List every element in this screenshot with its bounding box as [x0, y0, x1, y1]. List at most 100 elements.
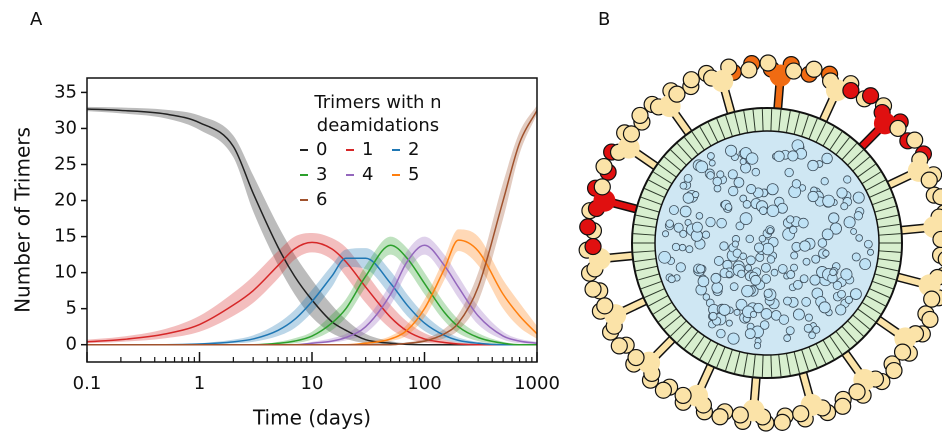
- illustration-shape: [761, 109, 764, 132]
- illustration-shape: [923, 290, 941, 308]
- illustration-shape: [786, 270, 796, 279]
- illustration-shape: [808, 346, 818, 368]
- illustration-shape: [822, 126, 835, 147]
- illustration-shape: [874, 273, 896, 281]
- illustration-shape: [584, 280, 602, 298]
- illustration-shape: [707, 152, 715, 160]
- panel-label: A: [30, 9, 43, 30]
- illustration-shape: [773, 150, 785, 162]
- illustration-shape: [691, 335, 705, 355]
- illustration-shape: [751, 167, 761, 177]
- illustration-shape: [671, 242, 681, 252]
- x-tick-label: 100: [407, 373, 441, 394]
- illustration-shape: [852, 156, 870, 172]
- illustration-shape: [867, 248, 874, 256]
- illustration-shape: [761, 274, 772, 284]
- illustration-shape: [683, 173, 693, 183]
- illustration-shape: [716, 346, 726, 368]
- illustration-shape: [852, 191, 865, 204]
- illustration-shape: [876, 265, 899, 272]
- illustration-shape: [679, 181, 688, 190]
- legend-title: Trimers with n: [313, 92, 441, 113]
- illustration-shape: [799, 240, 811, 252]
- legend-label: 6: [316, 189, 327, 210]
- illustration-shape: [733, 308, 741, 316]
- illustration-shape: [770, 109, 773, 132]
- illustration-shape: [740, 61, 758, 79]
- illustration-shape: [821, 152, 833, 165]
- illustration-shape: [593, 189, 616, 212]
- illustration-shape: [859, 258, 872, 271]
- illustration-shape: [807, 190, 819, 203]
- illustration-shape: [811, 254, 821, 264]
- illustration-shape: [778, 354, 782, 377]
- illustration-shape: [719, 241, 729, 251]
- illustration-shape: [841, 325, 858, 343]
- illustration-shape: [737, 269, 746, 279]
- illustration-shape: [843, 216, 856, 229]
- illustration-shape: [803, 323, 813, 333]
- illustration-shape: [711, 408, 729, 426]
- illustration-shape: [836, 187, 848, 199]
- illustration-shape: [785, 110, 791, 133]
- illustration-shape: [793, 112, 800, 135]
- illustration-shape: [766, 227, 774, 235]
- illustration-shape: [885, 361, 903, 380]
- illustration-shape: [921, 310, 939, 329]
- illustration-shape: [807, 159, 819, 172]
- illustration-shape: [593, 178, 611, 196]
- illustration-shape: [857, 308, 876, 323]
- illustration-shape: [760, 308, 773, 320]
- illustration-shape: [679, 229, 688, 238]
- illustration-shape: [815, 122, 827, 143]
- illustration-shape: [640, 280, 662, 290]
- illustration-shape: [744, 328, 756, 340]
- illustration-shape: [743, 110, 749, 133]
- y-tick-label: 20: [54, 190, 77, 211]
- illustration-shape: [610, 337, 628, 355]
- illustration-shape: [777, 264, 788, 274]
- illustration-shape: [670, 320, 687, 337]
- y-tick-label: 10: [54, 262, 77, 283]
- illustration-shape: [809, 274, 821, 286]
- illustration-shape: [752, 354, 756, 377]
- illustration-shape: [728, 185, 739, 197]
- illustration-shape: [686, 384, 709, 407]
- illustration-shape: [635, 265, 658, 272]
- virus-illustration: [578, 54, 942, 432]
- illustration-shape: [727, 332, 740, 345]
- illustration-shape: [596, 297, 614, 315]
- illustration-shape: [741, 284, 754, 298]
- illustration-shape: [595, 157, 613, 176]
- illustration-shape: [710, 272, 722, 284]
- illustration-shape: [932, 230, 942, 249]
- y-tick-label: 5: [66, 298, 77, 319]
- illustration-shape: [778, 109, 782, 132]
- illustration-shape: [851, 252, 861, 262]
- illustration-shape: [739, 158, 747, 166]
- illustration-shape: [801, 297, 812, 307]
- illustration-shape: [850, 228, 858, 235]
- illustration-shape: [832, 280, 842, 291]
- illustration-shape: [665, 219, 674, 228]
- series-line: [86, 241, 537, 346]
- illustration-shape: [676, 325, 693, 343]
- illustration-shape: [793, 351, 800, 374]
- illustration-shape: [766, 204, 780, 217]
- illustration-shape: [869, 288, 890, 298]
- uncertainty-band: [87, 232, 537, 345]
- illustration-shape: [920, 171, 938, 189]
- illustration-shape: [798, 217, 809, 229]
- illustration-shape: [734, 351, 741, 374]
- illustration-shape: [893, 343, 912, 361]
- illustration-shape: [785, 326, 795, 336]
- illustration-shape: [808, 331, 816, 340]
- illustration-shape: [753, 302, 764, 314]
- y-tick-label: 30: [54, 117, 77, 138]
- illustration-shape: [658, 250, 671, 264]
- legend-label: 1: [362, 139, 373, 160]
- illustration-shape: [877, 258, 900, 263]
- illustration-shape: [691, 221, 703, 233]
